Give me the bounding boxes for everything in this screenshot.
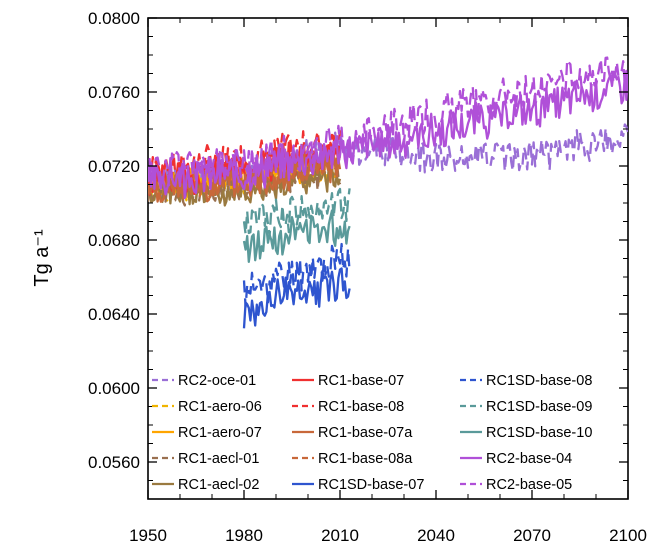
legend-label-8: RC1-base-08a [318, 451, 413, 467]
y-tick-label: 0.0720 [88, 157, 140, 176]
legend-label-1: RC1-aero-06 [178, 399, 262, 415]
legend-label-2: RC1-aero-07 [178, 425, 262, 441]
y-tick-label: 0.0680 [88, 231, 140, 250]
x-tick-label: 1950 [129, 526, 167, 545]
legend-label-10: RC1SD-base-08 [486, 373, 592, 389]
series-line-13 [148, 72, 628, 198]
x-tick-label: 2070 [513, 526, 551, 545]
series-layer [148, 58, 628, 329]
legend: RC2-oce-01 RC1-aero-06 RC1-aero-07 RC1-aecl… [152, 373, 592, 493]
y-tick-label: 0.0760 [88, 83, 140, 102]
legend-label-6: RC1-base-08 [318, 399, 404, 415]
x-tick-label: 2010 [321, 526, 359, 545]
legend-label-7: RC1-base-07a [318, 425, 413, 441]
legend-label-4: RC1-aecl-02 [178, 477, 259, 493]
x-tick-label: 1980 [225, 526, 263, 545]
legend-label-9: RC1SD-base-07 [318, 477, 424, 493]
x-tick-label: 2100 [609, 526, 647, 545]
y-axis-title: Tg a⁻¹ [31, 229, 53, 287]
legend-label-12: RC1SD-base-10 [486, 425, 592, 441]
legend-label-3: RC1-aecl-01 [178, 451, 259, 467]
y-tick-label: 0.0800 [88, 9, 140, 28]
y-tick-label: 0.0600 [88, 379, 140, 398]
legend-label-5: RC1-base-07 [318, 373, 404, 389]
legend-label-14: RC2-base-05 [486, 477, 572, 493]
y-tick-label: 0.0640 [88, 305, 140, 324]
legend-label-0: RC2-oce-01 [178, 373, 256, 389]
legend-label-11: RC1SD-base-09 [486, 399, 592, 415]
legend-label-13: RC2-base-04 [486, 451, 572, 467]
y-tick-label: 0.0560 [88, 453, 140, 472]
x-tick-label: 2040 [417, 526, 455, 545]
